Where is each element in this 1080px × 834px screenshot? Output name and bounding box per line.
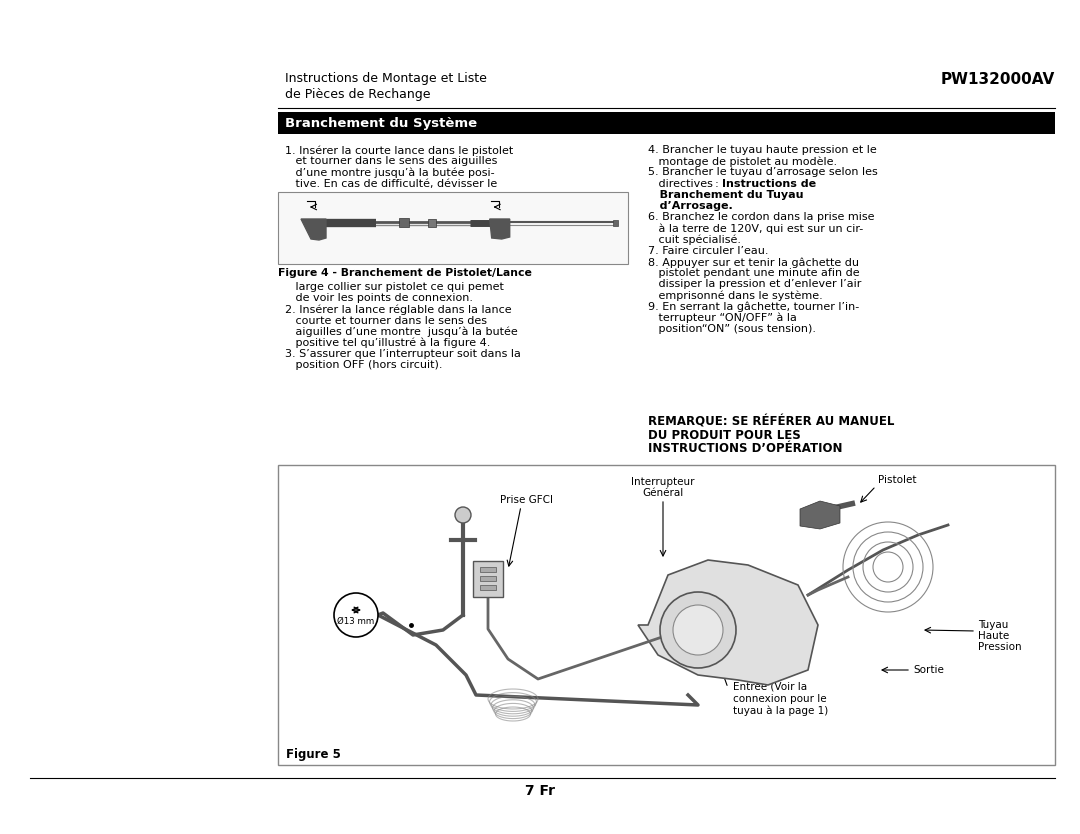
Text: large collier sur pistolet ce qui pemet: large collier sur pistolet ce qui pemet xyxy=(285,282,504,292)
Text: position OFF (hors circuit).: position OFF (hors circuit). xyxy=(285,360,443,370)
Text: 8. Appuyer sur et tenir la gâchette du: 8. Appuyer sur et tenir la gâchette du xyxy=(648,257,859,268)
Text: Interrupteur: Interrupteur xyxy=(631,477,694,487)
Text: terrupteur “ON/OFF” à la: terrupteur “ON/OFF” à la xyxy=(648,313,797,324)
Text: tive. En cas de difficulté, dévisser le: tive. En cas de difficulté, dévisser le xyxy=(285,178,497,188)
Text: d’une montre jusqu’à la butée posi-: d’une montre jusqu’à la butée posi- xyxy=(285,168,495,178)
Text: Tuyau: Tuyau xyxy=(978,620,1009,630)
Bar xyxy=(480,567,496,572)
Circle shape xyxy=(660,592,735,668)
Text: Figure 5: Figure 5 xyxy=(286,748,341,761)
Polygon shape xyxy=(301,219,326,240)
Text: dissiper la pression et d’enlever l’air: dissiper la pression et d’enlever l’air xyxy=(648,279,862,289)
Bar xyxy=(429,219,436,227)
Bar xyxy=(278,192,627,264)
Text: 1. Insérer la courte lance dans le pistolet: 1. Insérer la courte lance dans le pisto… xyxy=(285,145,513,155)
Text: Sortie: Sortie xyxy=(913,665,944,675)
Text: Pression: Pression xyxy=(978,642,1022,652)
Text: de Pièces de Rechange: de Pièces de Rechange xyxy=(285,88,431,101)
Text: 6. Branchez le cordon dans la prise mise: 6. Branchez le cordon dans la prise mise xyxy=(648,212,875,222)
Text: d’Arrosage.: d’Arrosage. xyxy=(648,201,732,211)
Text: Instructions de: Instructions de xyxy=(721,178,816,188)
Text: Entrée (Voir la: Entrée (Voir la xyxy=(733,683,807,693)
Text: à la terre de 120V, qui est sur un cir-: à la terre de 120V, qui est sur un cir- xyxy=(648,224,863,234)
Text: 2. Insérer la lance réglable dans la lance: 2. Insérer la lance réglable dans la lan… xyxy=(285,304,512,315)
Polygon shape xyxy=(638,560,818,685)
Text: montage de pistolet au modèle.: montage de pistolet au modèle. xyxy=(648,156,837,167)
Text: emprisonné dans le système.: emprisonné dans le système. xyxy=(648,290,823,301)
Text: pistolet pendant une minute afin de: pistolet pendant une minute afin de xyxy=(648,269,860,279)
Bar xyxy=(278,112,1055,134)
Text: Instructions de Montage et Liste: Instructions de Montage et Liste xyxy=(285,72,487,85)
Text: Pistolet: Pistolet xyxy=(878,475,917,485)
Text: positive tel qu’illustré à la figure 4.: positive tel qu’illustré à la figure 4. xyxy=(285,338,490,349)
Text: Branchement du Tuyau: Branchement du Tuyau xyxy=(648,190,804,200)
Text: de voir les points de connexion.: de voir les points de connexion. xyxy=(285,294,473,304)
Text: Figure 4 - Branchement de Pistolet/Lance: Figure 4 - Branchement de Pistolet/Lance xyxy=(278,268,531,278)
Text: position“ON” (sous tension).: position“ON” (sous tension). xyxy=(648,324,816,334)
Text: et tourner dans le sens des aiguilles: et tourner dans le sens des aiguilles xyxy=(285,156,498,166)
Text: PW132000AV: PW132000AV xyxy=(941,72,1055,87)
Text: 3. S’assurer que l’interrupteur soit dans la: 3. S’assurer que l’interrupteur soit dan… xyxy=(285,349,521,359)
Text: Prise GFCI: Prise GFCI xyxy=(499,495,553,505)
Text: directives :: directives : xyxy=(648,178,723,188)
Text: INSTRUCTIONS D’OPÉRATION: INSTRUCTIONS D’OPÉRATION xyxy=(648,442,842,455)
Text: DU PRODUIT POUR LES: DU PRODUIT POUR LES xyxy=(648,429,800,441)
Text: Ø13 mm: Ø13 mm xyxy=(337,617,375,626)
Text: Branchement du Système: Branchement du Système xyxy=(285,117,477,129)
Bar xyxy=(480,576,496,581)
Bar xyxy=(278,465,1055,765)
Bar xyxy=(473,561,503,597)
Text: cuit spécialisé.: cuit spécialisé. xyxy=(648,234,741,245)
Circle shape xyxy=(455,507,471,523)
Text: REMARQUE: SE RÉFÉRER AU MANUEL: REMARQUE: SE RÉFÉRER AU MANUEL xyxy=(648,415,894,428)
Bar xyxy=(613,220,618,226)
Text: connexion pour le: connexion pour le xyxy=(733,694,826,704)
Bar xyxy=(480,585,496,590)
Text: Général: Général xyxy=(643,488,684,498)
Circle shape xyxy=(334,593,378,637)
Bar xyxy=(400,218,409,227)
Polygon shape xyxy=(489,219,510,239)
Text: 5. Brancher le tuyau d’arrosage selon les: 5. Brancher le tuyau d’arrosage selon le… xyxy=(648,168,878,178)
Text: Haute: Haute xyxy=(978,631,1009,641)
Text: 4. Brancher le tuyau haute pression et le: 4. Brancher le tuyau haute pression et l… xyxy=(648,145,877,155)
Text: tuyau à la page 1): tuyau à la page 1) xyxy=(733,705,828,716)
Text: 9. En serrant la gâchette, tourner l’in-: 9. En serrant la gâchette, tourner l’in- xyxy=(648,302,860,312)
Text: courte et tourner dans le sens des: courte et tourner dans le sens des xyxy=(285,315,487,325)
Text: 7 Fr: 7 Fr xyxy=(525,784,555,798)
Circle shape xyxy=(673,605,723,655)
Polygon shape xyxy=(800,501,840,529)
Text: aiguilles d’une montre  jusqu’à la butée: aiguilles d’une montre jusqu’à la butée xyxy=(285,327,517,337)
Text: 7. Faire circuler l’eau.: 7. Faire circuler l’eau. xyxy=(648,246,769,256)
